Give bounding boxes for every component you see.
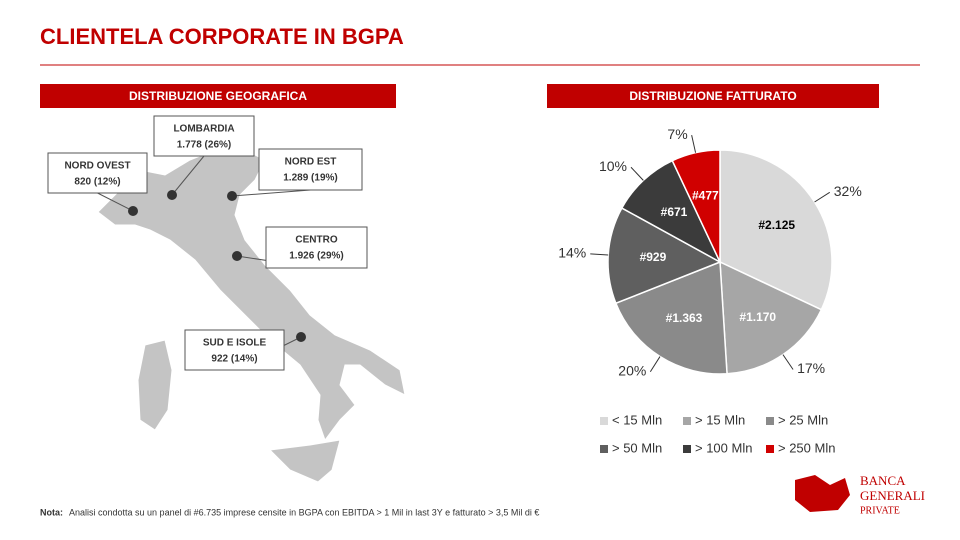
section-title: DISTRIBUZIONE GEOGRAFICA [129,89,307,103]
slice-count: #2.125 [758,218,795,232]
callout-box [184,329,285,371]
leader-line [814,191,831,203]
legend-swatch [683,445,691,453]
legend-label: < 15 Mln [612,412,662,427]
legend-label: > 100 Mln [695,440,752,455]
slice-count: #929 [640,250,667,264]
region-value: 1.289 (19%) [283,173,337,184]
logo-text: GENERALI [860,488,925,503]
slice-count: #671 [661,205,688,219]
legend-label: > 250 Mln [778,440,835,455]
callout-box [47,152,148,194]
callout-leader [231,189,311,197]
slice-percent: 7% [667,126,687,142]
slice-percent: 20% [618,362,646,378]
slice-percent: 14% [558,245,586,261]
italy-map [97,149,406,483]
section-bar [40,84,396,108]
slice-percent: 17% [797,360,825,376]
legend-swatch [683,417,691,425]
slice-count: #1.363 [666,311,703,325]
slice-percent: 32% [834,183,862,199]
legend-swatch [600,417,608,425]
leader-line [630,166,644,181]
region-value: 922 (14%) [211,354,257,365]
leader-line [649,356,661,373]
callout-box [153,115,255,157]
callout-leader [97,192,134,212]
slide-title: CLIENTELA CORPORATE IN BGPA [40,24,404,49]
pie-slice [607,207,722,305]
logo-text: BANCA [860,473,906,488]
slice-count: #1.170 [739,310,776,324]
region-name: CENTRO [295,235,337,246]
callout-box [258,148,363,191]
callout-leader [171,155,205,196]
slice-percent: 10% [599,158,627,174]
leader-line [691,135,697,153]
region-value: 1.926 (29%) [289,251,343,262]
region-dot [232,251,242,261]
slice-count: #477 [692,189,719,203]
region-value: 1.778 (26%) [177,140,231,151]
region-dot [167,190,177,200]
region-value: 820 (12%) [74,177,120,188]
section-title: DISTRIBUZIONE FATTURATO [629,89,796,103]
callout-box [265,226,368,269]
legend-swatch [600,445,608,453]
legend-swatch [766,445,774,453]
note-label: Nota: [40,507,63,517]
logo-lion [795,475,850,512]
region-dot [296,332,306,342]
legend-label: > 50 Mln [612,440,662,455]
leader-line [590,253,609,256]
region-name: NORD OVEST [64,161,130,172]
region-dot [227,191,237,201]
note: Analisi condotta su un panel di #6.735 i… [69,507,539,517]
legend-label: > 25 Mln [778,412,828,427]
region-name: LOMBARDIA [173,124,234,135]
region-name: NORD EST [285,157,337,168]
section-bar [547,84,879,108]
legend-label: > 15 Mln [695,412,745,427]
logo-text: PRIVATE [860,505,900,516]
legend-swatch [766,417,774,425]
region-dot [128,206,138,216]
leader-line [782,354,794,370]
region-name: SUD E ISOLE [203,338,267,349]
